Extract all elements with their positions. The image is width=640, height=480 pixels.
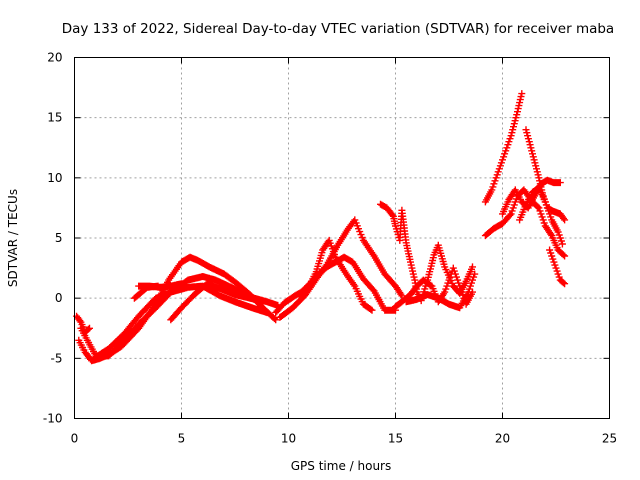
y-tick-label: 15 [47,111,62,125]
plot-frame [74,57,610,419]
data-points [295,253,399,314]
series-track8 [295,253,399,314]
x-axis-label: GPS time / hours [291,459,392,473]
y-tick-label: 20 [47,51,62,65]
series-track12 [481,90,526,206]
x-tick-label: 10 [281,432,296,446]
y-tick-label: 10 [47,171,62,185]
series-track3 [92,282,271,361]
axis-ticks: 0 5 10 15 20 25 -10 -5 0 5 10 15 20 [43,51,617,446]
series-track16 [516,184,566,248]
y-axis-label: SDTVAR / TECUs [6,189,20,287]
data-points [167,280,267,324]
y-tick-label: 5 [55,231,63,245]
series-track4 [167,280,267,324]
series-track19 [130,282,162,302]
series-track11 [402,270,479,312]
x-tick-label: 15 [388,432,403,446]
x-tick-label: 0 [71,432,79,446]
data-points [73,312,93,336]
data-points [130,282,162,302]
series-track17 [546,246,569,288]
y-tick-label: -5 [51,351,63,365]
data-points [402,270,479,312]
chart-title: Day 133 of 2022, Sidereal Day-to-day VTE… [62,21,614,37]
data-points [546,246,569,288]
x-tick-label: 5 [178,432,186,446]
y-tick-label: 0 [55,291,63,305]
y-tick-label: -10 [43,412,63,426]
data-points [481,90,526,206]
x-tick-label: 25 [602,432,617,446]
series-track18 [73,312,93,336]
data-series [73,90,569,365]
data-points [516,184,566,248]
data-points [92,282,271,361]
x-tick-label: 20 [495,432,510,446]
